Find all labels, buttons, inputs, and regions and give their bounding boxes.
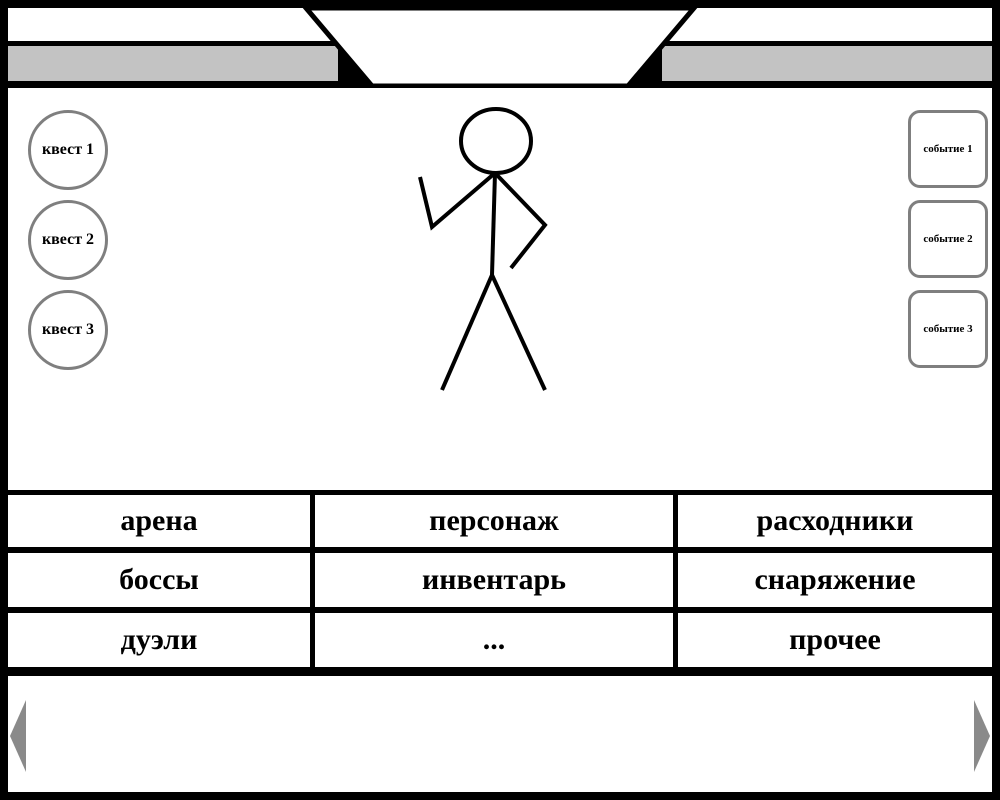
event-3-label: событие 3 (923, 323, 973, 335)
menu-inventory-label: инвентарь (421, 563, 567, 596)
header-right-panel (662, 8, 992, 41)
menu-inventory-button[interactable]: инвентарь (315, 553, 673, 607)
quest-2-label: квест 2 (41, 231, 95, 248)
menu-character-label: персонаж (429, 504, 559, 537)
event-3-button[interactable]: событие 3 (908, 290, 988, 368)
menu-consumables-button[interactable]: расходники (678, 495, 992, 547)
status-bar-left (8, 46, 338, 81)
menu-arena-button[interactable]: арена (8, 495, 310, 547)
menu-equipment-button[interactable]: снаряжение (678, 553, 992, 607)
quest-3-button[interactable]: квест 3 (28, 290, 108, 370)
menu-other-label: прочее (789, 623, 881, 656)
event-2-button[interactable]: событие 2 (908, 200, 988, 278)
header-left-panel (8, 8, 338, 41)
menu-other-button[interactable]: прочее (678, 613, 992, 667)
menu-character-button[interactable]: персонаж (315, 495, 673, 547)
menu-duels-label: дуэли (120, 623, 198, 656)
status-bar-right (662, 46, 992, 81)
arrow-left-icon[interactable] (10, 700, 26, 772)
menu-bosses-button[interactable]: боссы (8, 553, 310, 607)
quest-1-button[interactable]: квест 1 (28, 110, 108, 190)
menu-equipment-label: снаряжение (754, 563, 916, 596)
quest-3-label: квест 3 (41, 321, 95, 338)
menu-arena-label: арена (120, 504, 198, 537)
quest-1-label: квест 1 (41, 141, 95, 158)
quest-2-button[interactable]: квест 2 (28, 200, 108, 280)
menu-duels-button[interactable]: дуэли (8, 613, 310, 667)
arrow-right-icon[interactable] (974, 700, 990, 772)
menu-bosses-label: боссы (119, 563, 199, 596)
event-1-label: событие 1 (923, 143, 973, 155)
menu-more-button[interactable]: ... (315, 613, 673, 667)
menu-consumables-label: расходники (756, 504, 914, 537)
top-center-frame (300, 5, 700, 86)
menu-more-label: ... (482, 623, 506, 656)
event-2-label: событие 2 (923, 233, 973, 245)
bottom-scroll-panel (8, 676, 992, 792)
stick-figure-icon[interactable] (8, 88, 992, 490)
event-1-button[interactable]: событие 1 (908, 110, 988, 188)
character-stage: квест 1 квест 2 квест 3 событие 1 событи… (8, 88, 992, 490)
